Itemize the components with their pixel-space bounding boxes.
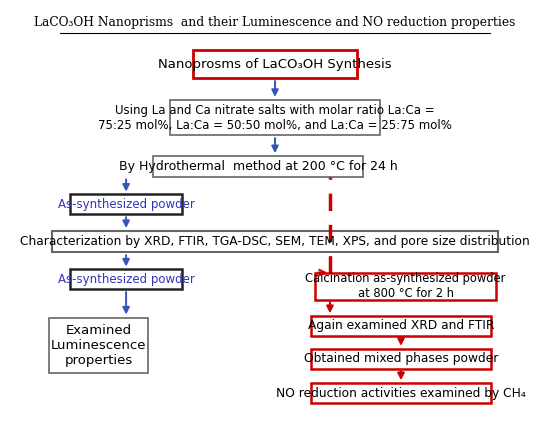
Text: Examined
Luminescence
properties: Examined Luminescence properties — [51, 324, 146, 367]
FancyBboxPatch shape — [153, 156, 364, 178]
FancyBboxPatch shape — [192, 50, 358, 78]
Text: Obtained mixed phases powder: Obtained mixed phases powder — [304, 352, 498, 365]
FancyBboxPatch shape — [311, 383, 492, 403]
FancyBboxPatch shape — [50, 317, 148, 373]
Text: Calcination as-synthesized powder
at 800 °C for 2 h: Calcination as-synthesized powder at 800… — [305, 272, 506, 300]
Text: Characterization by XRD, FTIR, TGA-DSC, SEM, TEM, XPS, and pore size distributio: Characterization by XRD, FTIR, TGA-DSC, … — [20, 235, 530, 248]
FancyBboxPatch shape — [311, 316, 492, 336]
FancyBboxPatch shape — [169, 100, 381, 135]
FancyBboxPatch shape — [311, 349, 492, 368]
FancyBboxPatch shape — [52, 231, 498, 252]
Text: As-synthesized powder: As-synthesized powder — [58, 198, 195, 211]
Text: Again examined XRD and FTIR: Again examined XRD and FTIR — [308, 319, 494, 333]
Text: LaCO₃OH Nanoprisms  and their Luminescence and NO reduction properties: LaCO₃OH Nanoprisms and their Luminescenc… — [34, 16, 516, 29]
FancyBboxPatch shape — [315, 273, 496, 300]
Text: Nanoprosms of LaCO₃OH Synthesis: Nanoprosms of LaCO₃OH Synthesis — [158, 58, 392, 70]
Text: By Hydrothermal  method at 200 °C for 24 h: By Hydrothermal method at 200 °C for 24 … — [119, 160, 398, 173]
Text: Using La and Ca nitrate salts with molar ratio La:Ca =
75:25 mol%, La:Ca = 50:50: Using La and Ca nitrate salts with molar… — [98, 103, 452, 132]
FancyBboxPatch shape — [70, 195, 182, 214]
Text: As-synthesized powder: As-synthesized powder — [58, 273, 195, 286]
FancyBboxPatch shape — [70, 269, 182, 289]
Text: NO reduction activities examined by CH₄: NO reduction activities examined by CH₄ — [276, 387, 526, 400]
